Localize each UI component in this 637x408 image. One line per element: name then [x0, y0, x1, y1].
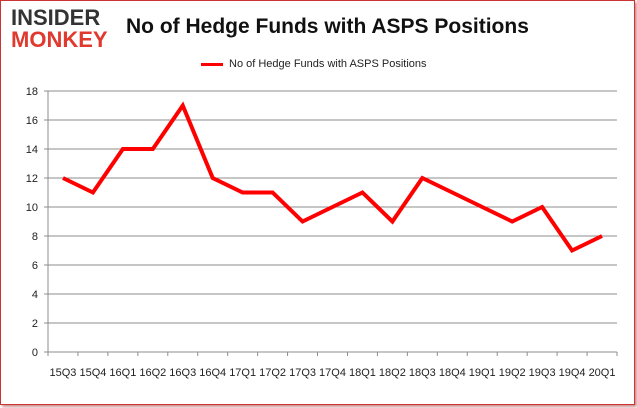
- y-tick-label: 18: [26, 86, 38, 98]
- x-tick-label: 16Q4: [199, 367, 226, 379]
- x-tick-label: 17Q1: [229, 367, 256, 379]
- logo-line1: INSIDER: [11, 5, 101, 30]
- legend-swatch: [201, 62, 223, 66]
- x-tick-label: 19Q3: [529, 367, 556, 379]
- x-tick-label: 18Q4: [439, 367, 466, 379]
- y-tick-label: 16: [26, 115, 38, 127]
- x-tick-label: 19Q1: [469, 367, 496, 379]
- logo-line2: MONKEY: [11, 27, 108, 52]
- x-tick-label: 17Q4: [319, 367, 346, 379]
- x-tick-label: 18Q3: [409, 367, 436, 379]
- y-tick-label: 0: [32, 347, 38, 359]
- x-tick-label: 18Q1: [349, 367, 376, 379]
- insider-monkey-logo: INSIDER MONKEY: [11, 7, 108, 51]
- y-tick-label: 6: [32, 260, 38, 272]
- x-tick-label: 19Q2: [499, 367, 526, 379]
- x-tick-label: 18Q2: [379, 367, 406, 379]
- x-tick-label: 17Q3: [289, 367, 316, 379]
- x-tick-label: 15Q4: [79, 367, 106, 379]
- x-tick-label: 17Q2: [259, 367, 286, 379]
- y-tick-label: 4: [32, 289, 38, 301]
- x-tick-label: 15Q3: [50, 367, 77, 379]
- x-tick-label: 16Q3: [169, 367, 196, 379]
- chart-title: No of Hedge Funds with ASPS Positions: [126, 15, 529, 38]
- y-tick-label: 14: [26, 144, 38, 156]
- x-tick-label: 19Q4: [559, 367, 586, 379]
- legend: No of Hedge Funds with ASPS Positions: [201, 58, 427, 70]
- y-tick-label: 12: [26, 173, 38, 185]
- y-tick-label: 2: [32, 318, 38, 330]
- y-tick-label: 8: [32, 231, 38, 243]
- x-tick-label: 20Q1: [589, 367, 616, 379]
- x-tick-label: 16Q2: [139, 367, 166, 379]
- legend-label: No of Hedge Funds with ASPS Positions: [229, 58, 427, 70]
- x-tick-label: 16Q1: [109, 367, 136, 379]
- y-tick-label: 10: [26, 202, 38, 214]
